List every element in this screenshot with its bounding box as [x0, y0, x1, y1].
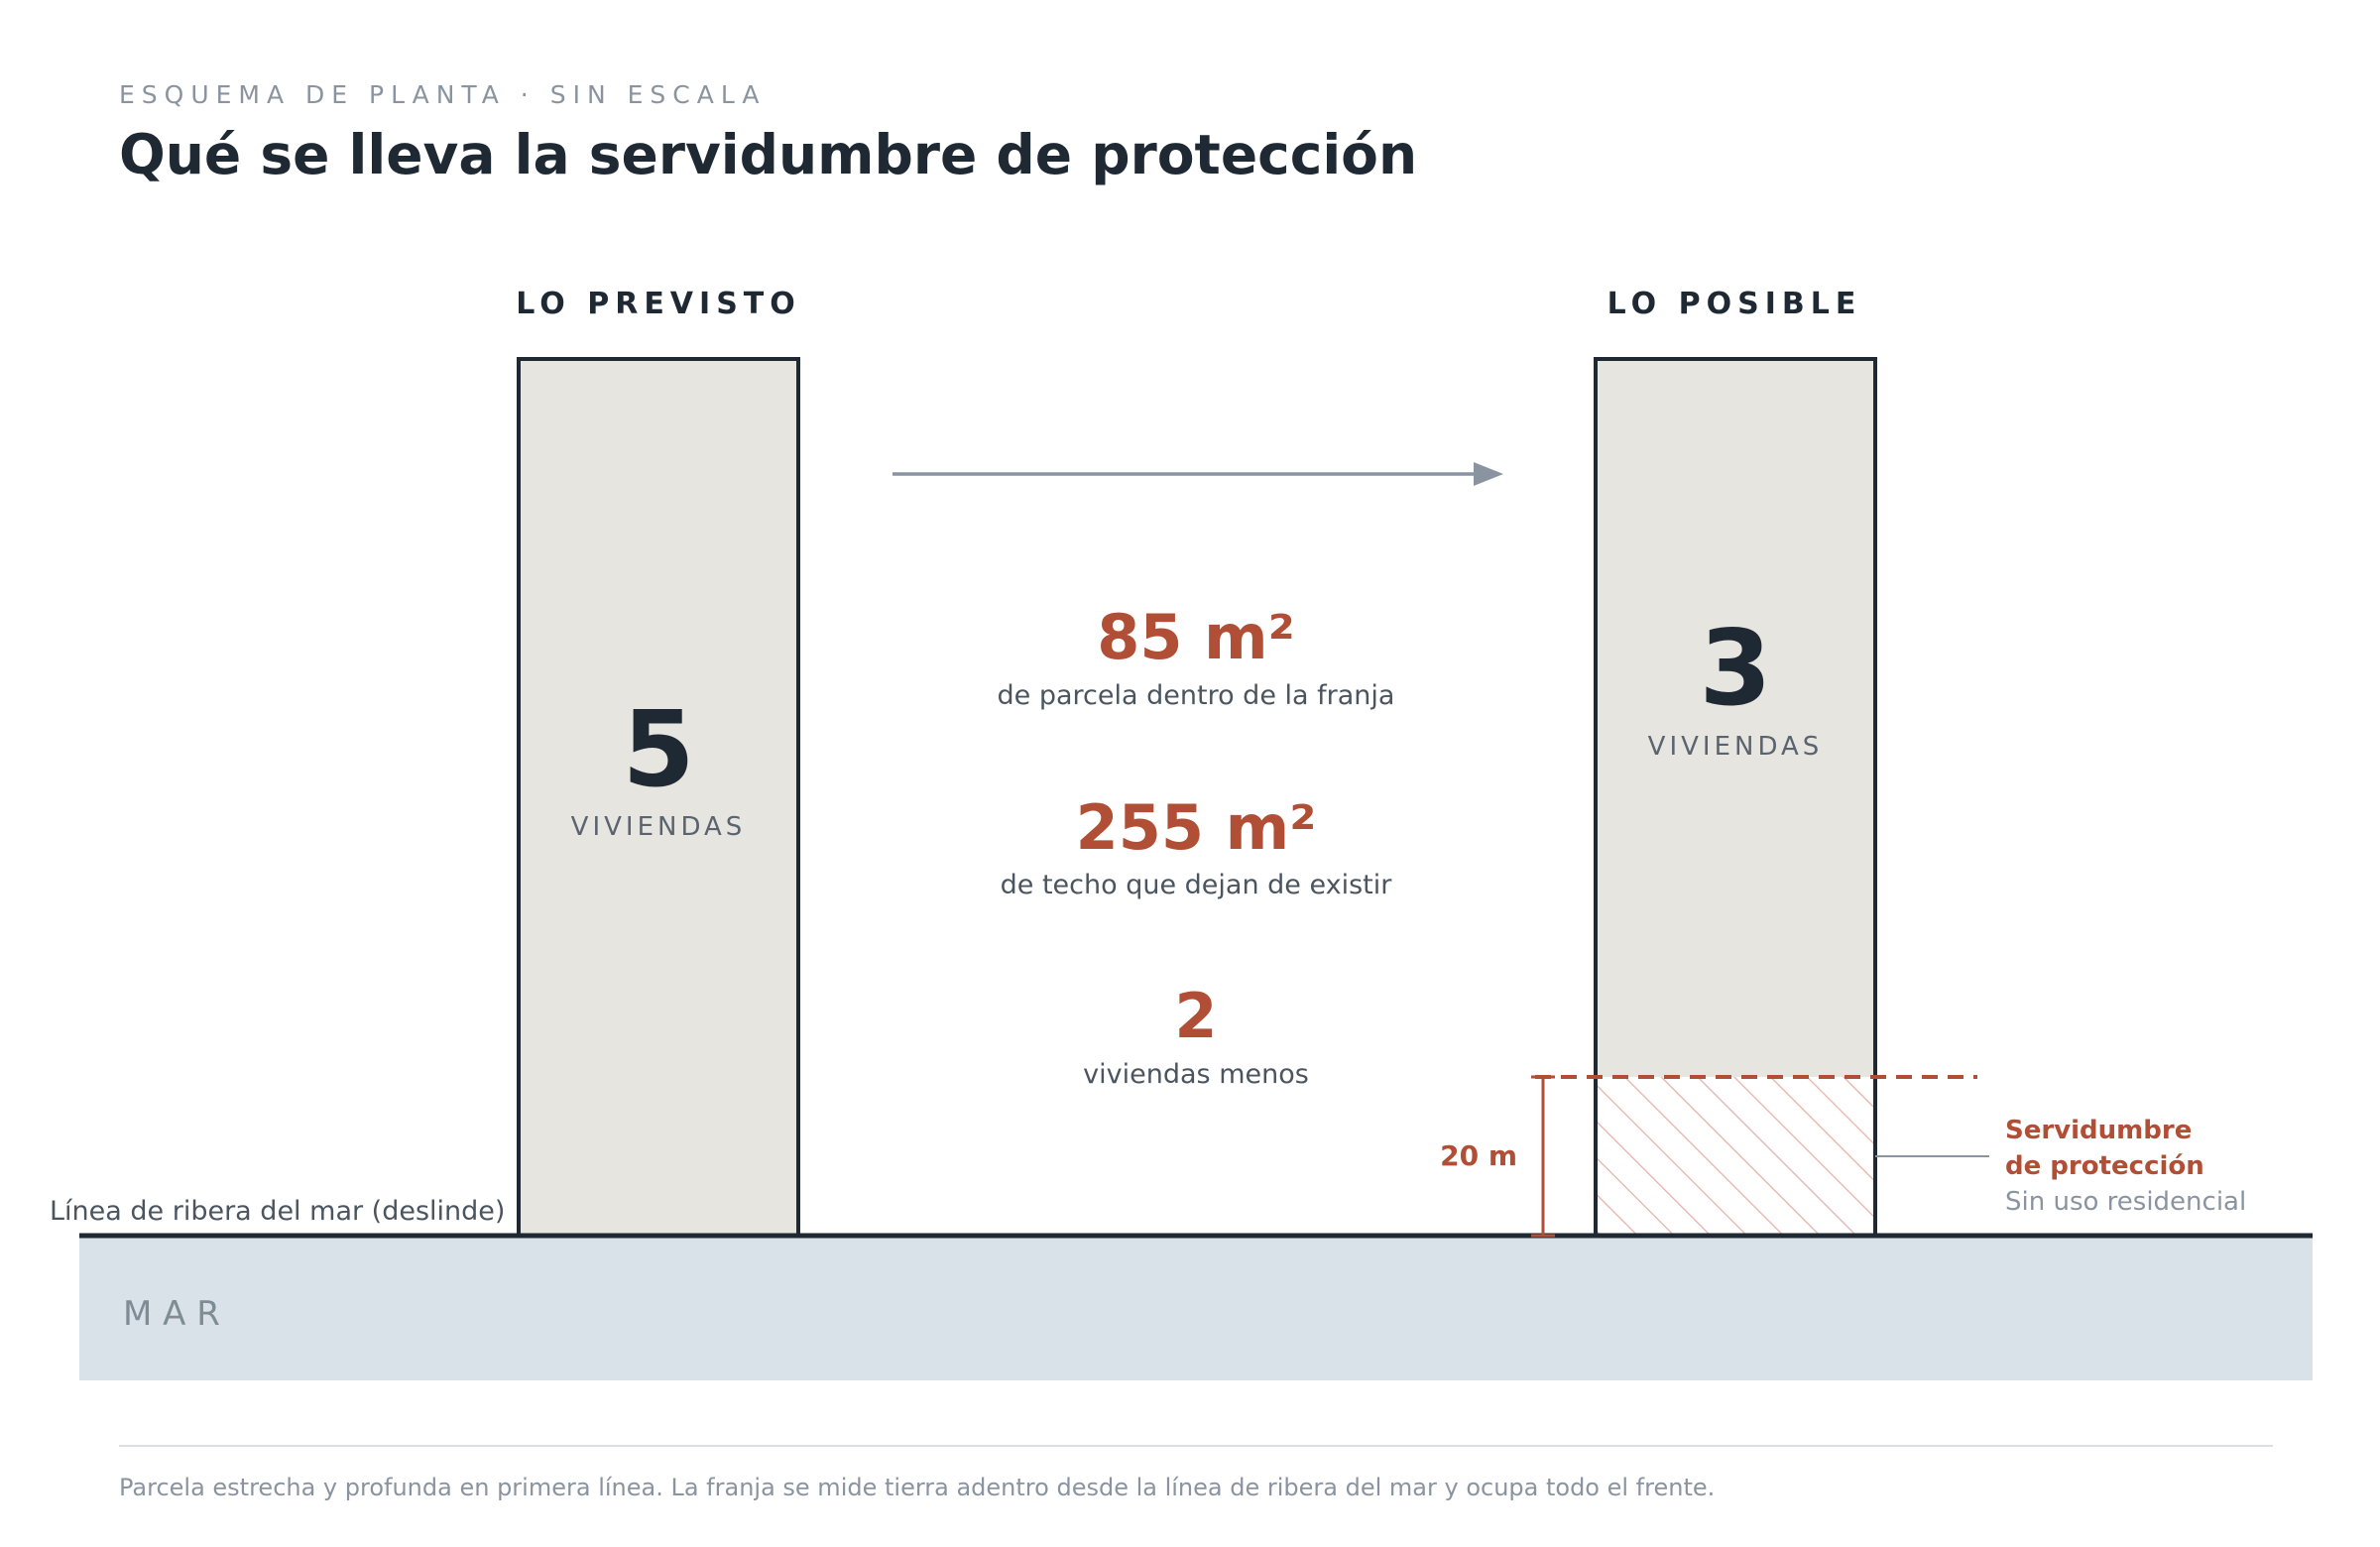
- right-plot-heading: LO POSIBLE: [1607, 287, 1862, 321]
- stat-label-area: de parcela dentro de la franja: [998, 680, 1395, 711]
- page-title: Qué se lleva la servidumbre de protecció…: [119, 123, 1417, 186]
- stat-value-units: 2: [1174, 980, 1217, 1052]
- left-plot-count: 5: [622, 689, 694, 810]
- shoreline-label: Línea de ribera del mar (deslinde): [50, 1196, 505, 1227]
- zone-title-line2: de protección: [2005, 1151, 2204, 1181]
- left-plot-heading: LO PREVISTO: [516, 287, 801, 321]
- stat-label-ceiling: de techo que dejan de existir: [1001, 870, 1393, 900]
- zone-note: Sin uso residencial: [2005, 1187, 2246, 1217]
- left-plot: [517, 357, 800, 1238]
- footer-note: Parcela estrecha y profunda en primera l…: [119, 1474, 1715, 1501]
- stat-label-units: viviendas menos: [1083, 1059, 1309, 1090]
- stat-value-ceiling: 255 m²: [1076, 791, 1317, 864]
- right-plot-count: 3: [1699, 608, 1771, 729]
- arrow-head-icon: [1474, 462, 1503, 486]
- depth-label: 20 m: [1440, 1139, 1517, 1172]
- kicker-text: ESQUEMA DE PLANTA · SIN ESCALA: [119, 80, 766, 109]
- stat-value-area: 85 m²: [1097, 601, 1295, 673]
- sea-label: M A R: [123, 1294, 220, 1334]
- protection-zone-hatch: [1598, 1077, 1873, 1234]
- sea-area: [79, 1234, 2313, 1380]
- left-plot-unit: VIVIENDAS: [571, 812, 747, 842]
- zone-title-line1: Servidumbre: [2005, 1116, 2192, 1145]
- right-plot-unit: VIVIENDAS: [1648, 732, 1824, 762]
